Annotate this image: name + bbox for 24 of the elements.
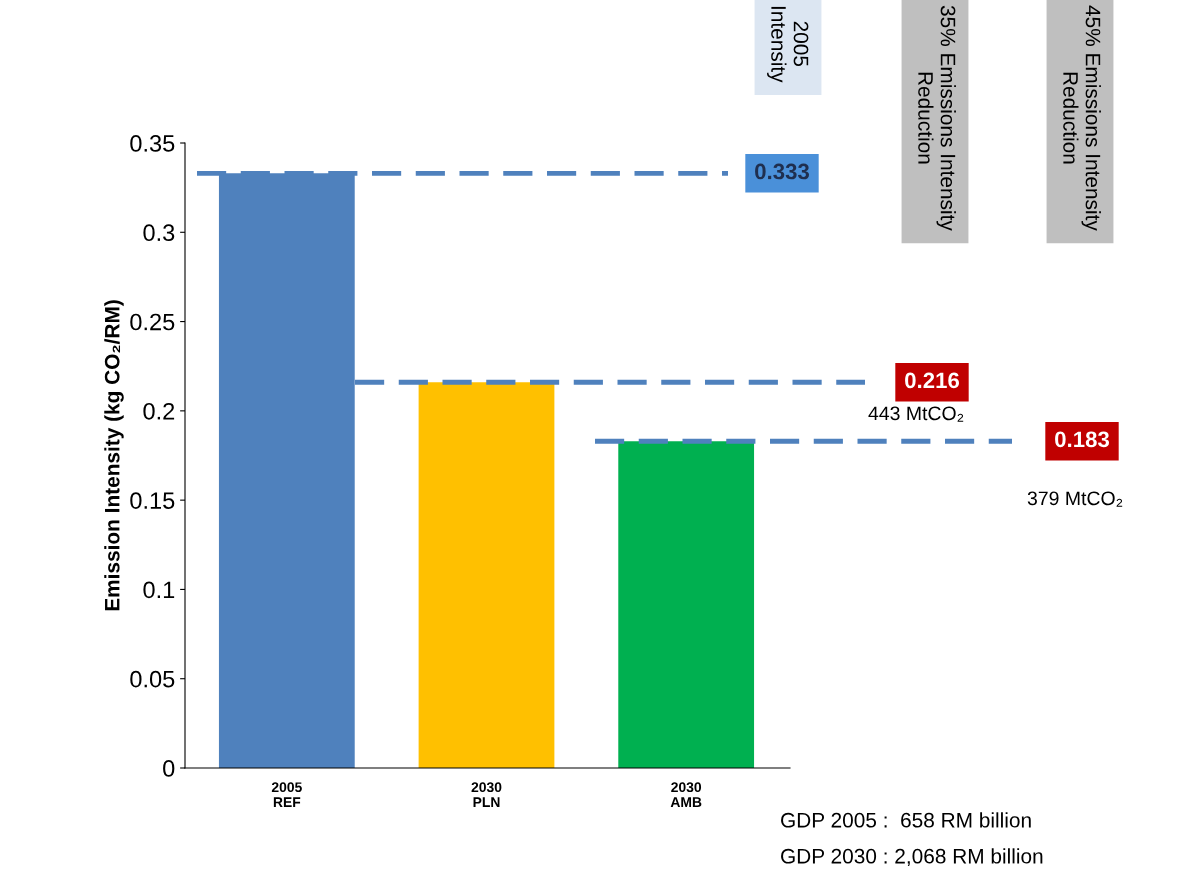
text: GDP 2005 : 658 RM billion	[781, 812, 1031, 828]
y-tick-label: 0.25	[130, 313, 175, 331]
x-tick-label: 2005 REF	[271, 782, 302, 807]
bar	[618, 441, 755, 768]
ref-line-label: 0.216	[905, 372, 959, 389]
y-tick-label: 0.2	[143, 402, 175, 420]
text: 443 MtCO₂	[868, 406, 964, 422]
x-tick-label: 2030 AMB	[670, 782, 702, 807]
text: GDP 2030 : 2,068 RM billion	[781, 848, 1043, 867]
y-tick-label: 0.05	[130, 670, 175, 688]
x-tick-label: 2030 PLN	[471, 782, 502, 807]
y-tick-label: 0.15	[130, 492, 175, 509]
y-tick-label: 0.3	[143, 224, 175, 242]
text: 379 MtCO₂	[1027, 491, 1123, 507]
y-axis-title: Emission Intensity (kg CO₂/RM)	[104, 300, 124, 611]
ref-line-label: 0.333	[755, 163, 809, 180]
text: 45% Emissions Intensity Reduction	[1063, 5, 1101, 231]
ref-line-label: 0.183	[1055, 431, 1109, 448]
y-tick-label: 0	[163, 760, 175, 777]
text: 35% Emissions Intensity Reduction	[918, 5, 956, 231]
bar	[418, 382, 555, 768]
text: 2005 Intensity	[767, 6, 809, 83]
y-tick-label: 0.35	[130, 135, 175, 152]
y-tick-label: 0.1	[143, 581, 175, 599]
